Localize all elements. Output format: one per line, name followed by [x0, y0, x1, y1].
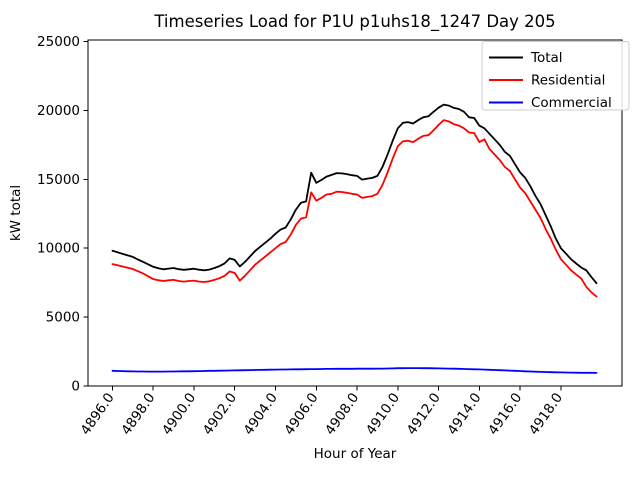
- y-tick-label: 20000: [37, 103, 80, 119]
- y-tick-label: 25000: [37, 34, 80, 50]
- x-tick-label: 4916.0: [485, 390, 525, 438]
- y-tick-label: 5000: [46, 310, 80, 326]
- x-tick-label: 4904.0: [241, 390, 281, 438]
- legend-label-total: Total: [530, 50, 563, 66]
- series-lines: [111, 103, 598, 374]
- legend-label-commercial: Commercial: [531, 95, 612, 111]
- x-tick-label: 4906.0: [281, 390, 321, 438]
- y-tick-label: 0: [71, 379, 80, 395]
- x-tick-label: 4902.0: [200, 390, 240, 438]
- legend: Total Residential Commercial: [481, 41, 630, 111]
- x-tick-label: 4900.0: [159, 390, 199, 438]
- series-line-total: [111, 103, 598, 285]
- x-tick-label: 4918.0: [526, 390, 566, 438]
- y-axis-label: kW total: [8, 185, 24, 241]
- x-tick-label: 4914.0: [444, 390, 484, 438]
- legend-label-residential: Residential: [531, 73, 605, 89]
- chart-title: Timeseries Load for P1U p1uhs18_1247 Day…: [153, 12, 555, 32]
- x-tick-label: 4896.0: [78, 390, 118, 438]
- legend-box: [481, 41, 630, 111]
- x-tick-label: 4908.0: [322, 390, 362, 438]
- y-tick-label: 10000: [37, 241, 80, 257]
- x-tick-label: 4912.0: [404, 390, 444, 438]
- x-tick-label: 4898.0: [118, 390, 158, 438]
- series-line-commercial: [111, 367, 598, 374]
- y-axis-ticks: 0 5000 10000 15000 20000 25000: [37, 34, 88, 395]
- x-tick-label: 4910.0: [363, 390, 403, 438]
- plot-area: [87, 39, 623, 387]
- series-line-residential: [111, 119, 598, 298]
- x-axis-ticks: 4896.0 4898.0 4900.0 4902.0 4904.0 4906.0 4908…: [78, 386, 566, 438]
- x-axis-label: Hour of Year: [314, 446, 397, 462]
- y-tick-label: 15000: [37, 172, 80, 188]
